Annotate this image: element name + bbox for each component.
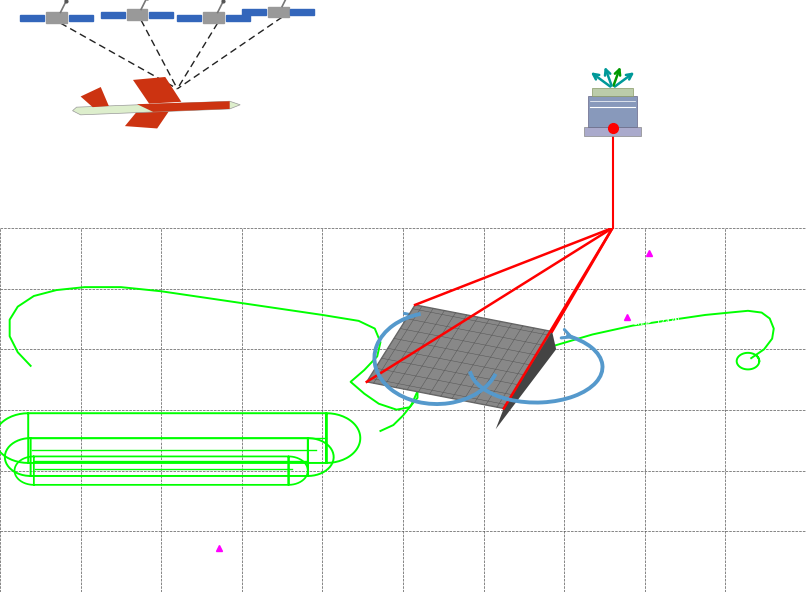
- Text: EBRE 1/4/N: EBRE 1/4/N: [177, 554, 223, 563]
- Bar: [203, 12, 224, 23]
- Bar: [127, 9, 147, 20]
- Bar: [177, 15, 202, 21]
- Bar: [69, 15, 93, 21]
- Text: CAMP 1/4/N: CAMP 1/4/N: [633, 317, 679, 326]
- Bar: [226, 15, 250, 21]
- Polygon shape: [496, 332, 556, 429]
- Bar: [20, 15, 44, 21]
- Bar: [101, 12, 125, 18]
- Bar: [588, 96, 637, 127]
- Polygon shape: [133, 77, 181, 104]
- Polygon shape: [137, 101, 230, 112]
- Bar: [46, 12, 67, 23]
- Polygon shape: [367, 305, 552, 408]
- Bar: [584, 127, 641, 136]
- Bar: [149, 12, 173, 18]
- Text: PLAN 1/4/N: PLAN 1/4/N: [654, 253, 700, 262]
- Bar: [242, 9, 266, 15]
- Polygon shape: [125, 105, 173, 128]
- Bar: [268, 7, 289, 17]
- Bar: [290, 9, 314, 15]
- Bar: [592, 88, 633, 96]
- Polygon shape: [81, 87, 109, 107]
- Polygon shape: [73, 101, 240, 115]
